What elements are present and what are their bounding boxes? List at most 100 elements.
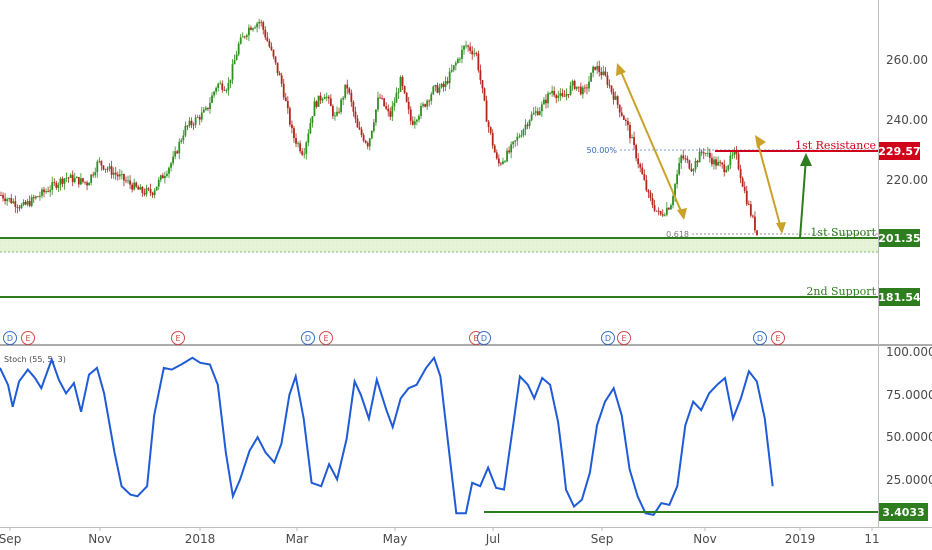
candle-body [385,106,388,109]
candle-body [256,23,258,28]
stoch-level-badge-text: 3.4033 [882,506,924,519]
candle-body [16,207,19,208]
candle-body [338,111,340,113]
candle-body [207,107,209,109]
candle-body [299,143,302,152]
candle-body [657,210,660,212]
candle-body [442,83,445,87]
candle-body [446,81,449,84]
candle-body [252,28,254,30]
support2-label: 2nd Support [806,285,876,298]
candle-body [682,155,685,159]
candle-body [520,135,523,137]
candle-body [584,87,586,89]
candle-body [53,182,56,184]
candle-body [637,158,640,165]
x-tick-label: 11 [864,532,879,546]
price-panel [0,0,878,343]
candle-body [194,117,197,125]
stoch-tick-100: 100.0000 [886,345,932,359]
candle-body [125,180,127,182]
candle-body [444,81,447,87]
candle-body [229,79,232,84]
candle-body [161,175,164,179]
candle-body [731,154,734,156]
candle-body [36,196,39,198]
candle-body [377,97,379,110]
candle-body [424,104,426,107]
candle-body [493,145,496,153]
candle-body [278,73,281,76]
dividend-marker[interactable] [301,331,315,345]
candle-body [651,198,654,206]
candle-body [641,167,644,175]
dividend-marker[interactable] [601,331,615,345]
candle-body [28,201,31,206]
candle-body [403,86,406,93]
dividend-marker[interactable] [3,331,17,345]
candle-body [561,93,564,97]
candle-body [262,22,265,30]
candle-body [420,106,422,116]
candle-body [186,125,189,127]
candle-body [614,96,617,100]
candle-body [354,111,357,119]
candle-body [399,76,402,92]
earnings-marker[interactable] [171,331,185,345]
candle-body [596,66,599,70]
candle-body [348,88,351,93]
candle-body [428,100,431,102]
candle-body [413,121,416,125]
candle-body [516,136,519,141]
candle-body [668,207,670,210]
candle-body [690,168,693,172]
candle-body [280,75,283,84]
candle-body [301,151,304,155]
candle-body [624,119,627,122]
candle-body [702,152,705,154]
candle-body [239,37,242,44]
candle-body [391,106,394,117]
candle-body [512,141,515,145]
candle-body [557,95,560,99]
candle-body [75,177,78,179]
candle-body [137,186,140,190]
candle-body [590,72,592,82]
event-marker-label: E [323,334,328,343]
candle-body [108,166,111,170]
candle-body [334,115,336,117]
support2-badge [879,288,920,306]
candle-body [235,54,238,61]
candle-body [26,201,29,205]
candle-body [504,161,506,163]
earnings-marker[interactable] [21,331,35,345]
earnings-marker[interactable] [319,331,333,345]
candle-body [655,210,658,212]
candle-body [10,198,13,204]
candle-body [96,161,99,173]
candle-body [14,201,17,208]
candle-body [166,173,168,176]
candle-body [465,45,467,47]
candle-body [594,66,597,70]
candle-body [159,175,162,180]
dividend-marker[interactable] [477,331,491,345]
candle-body [350,92,353,102]
candle-body [84,181,86,183]
candle-body [645,179,648,191]
candle-body [692,169,695,172]
candle-body [440,83,443,88]
resistance-badge-text: 229.57 [878,145,920,158]
candle-body [372,122,375,131]
candles-group [0,18,758,237]
y-tick-240: 240.00 [886,113,928,127]
stoch-tick-75: 75.0000 [886,388,932,402]
dividend-marker[interactable] [753,331,767,345]
candle-body [172,156,174,164]
candle-body [57,184,60,188]
earnings-marker[interactable] [617,331,631,345]
candle-body [532,112,535,115]
candle-body [569,85,572,95]
candle-body [752,215,754,217]
earnings-marker[interactable] [771,331,785,345]
